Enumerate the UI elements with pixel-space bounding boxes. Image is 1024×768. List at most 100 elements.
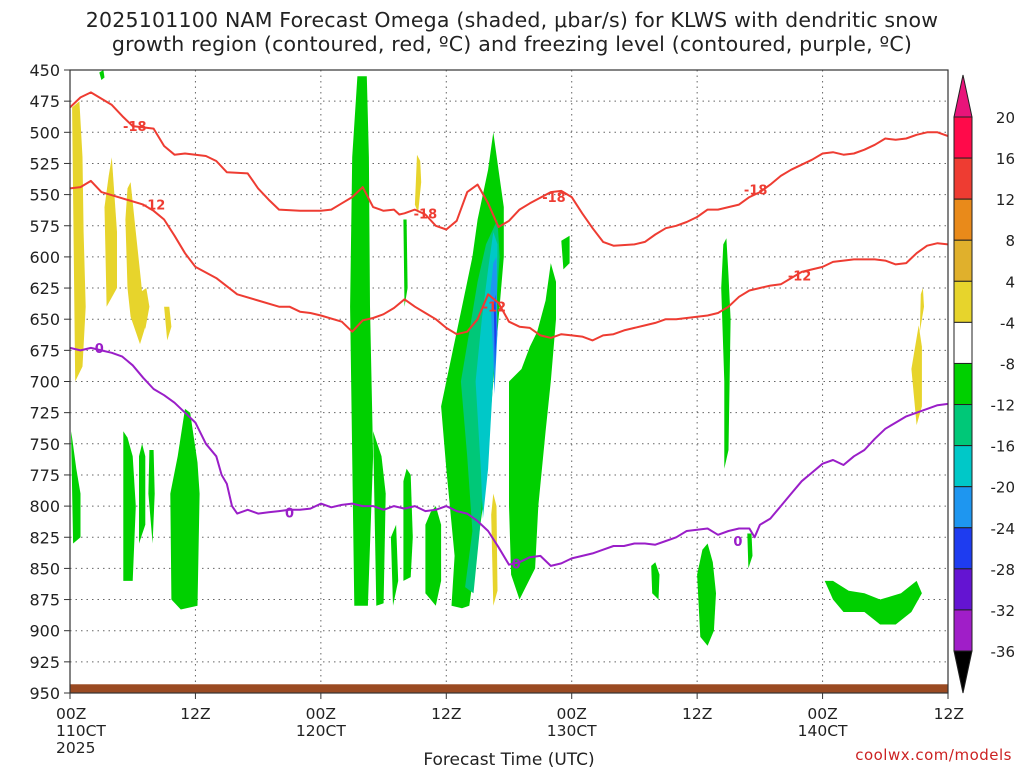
omega-region	[651, 562, 660, 600]
y-tick-label: 825	[29, 528, 60, 547]
colorbar-label: -8	[1000, 355, 1015, 373]
contour-lines: -18 -12 0 -18 -18 -18 -12 -12 0 0 0	[70, 91, 948, 572]
colorbar: 20 16 12 8 4 -4 -8 -12 -16 -20 -24 -28 -32 -36	[953, 74, 1016, 694]
colorbar-band	[953, 486, 973, 529]
omega-region	[148, 450, 155, 544]
omega-region	[72, 101, 86, 382]
x-tick-label: 00Z	[557, 705, 587, 723]
omega-region	[373, 431, 386, 606]
y-tick-label: 600	[29, 248, 60, 267]
colorbar-label: 16	[996, 150, 1015, 168]
y-tick-label: 925	[29, 653, 60, 672]
contour-label: -12	[483, 301, 507, 316]
credit-text: coolwx.com/models	[855, 746, 1012, 764]
omega-region	[824, 580, 922, 625]
omega-region	[911, 325, 922, 426]
colorbar-label: -4	[1000, 314, 1015, 332]
y-tick-label: 700	[29, 373, 60, 392]
omega-region	[170, 408, 200, 610]
colorbar-band	[953, 280, 973, 323]
contour-label: -12	[788, 270, 812, 285]
contour-label: 0	[512, 557, 521, 572]
omega-region	[390, 524, 399, 606]
colorbar-band	[953, 527, 973, 570]
contour-label: -18	[414, 207, 438, 222]
omega-region	[99, 70, 105, 80]
y-tick-label: 800	[29, 497, 60, 516]
colorbar-bottom-arrow	[953, 650, 973, 694]
y-tick-label: 675	[29, 341, 60, 360]
y-tick-label: 750	[29, 435, 60, 454]
omega-region	[414, 154, 422, 214]
colorbar-label: -24	[991, 520, 1016, 538]
chart-title: 2025101100 NAM Forecast Omega (shaded, μ…	[20, 8, 1004, 56]
colorbar-band	[953, 404, 973, 447]
omega-region	[71, 431, 81, 544]
colorbar-label: -36	[991, 643, 1016, 661]
contour-line	[70, 346, 948, 567]
y-tick-label: 875	[29, 591, 60, 610]
title-line-2: growth region (contoured, red, ºC) and f…	[111, 32, 913, 56]
x-tick-label: 110CT	[56, 722, 106, 740]
omega-region	[509, 263, 556, 600]
x-tick-label: 12Z	[180, 705, 210, 723]
contour-label: -18	[744, 184, 768, 199]
y-tick-label: 575	[29, 217, 60, 236]
contour-line	[70, 91, 948, 247]
ground-surface	[70, 684, 948, 693]
y-tick-label: 900	[29, 622, 60, 641]
x-axis-title: Forecast Time (UTC)	[423, 750, 594, 768]
y-tick-label: 950	[29, 684, 60, 703]
colorbar-band	[953, 116, 973, 159]
omega-region	[123, 431, 136, 581]
contour-label: -12	[142, 199, 166, 214]
y-tick-label: 850	[29, 559, 60, 578]
omega-region	[403, 219, 408, 307]
colorbar-label: -12	[991, 397, 1016, 415]
x-tick-label: 00Z	[306, 705, 336, 723]
y-tick-label: 725	[29, 404, 60, 423]
omega-region	[141, 288, 150, 330]
contour-label: -18	[542, 191, 566, 206]
y-tick-label: 475	[29, 92, 60, 111]
plot-gridlines	[70, 70, 948, 693]
colorbar-label: 8	[1005, 232, 1015, 250]
colorbar-band	[953, 445, 973, 488]
colorbar-label: 4	[1005, 273, 1015, 291]
y-tick-label: 525	[29, 154, 60, 173]
colorbar-band	[953, 157, 973, 200]
y-tick-label: 625	[29, 279, 60, 298]
omega-region	[561, 235, 570, 270]
colorbar-band	[953, 609, 973, 652]
colorbar-band	[953, 321, 973, 364]
colorbar-label: -28	[991, 561, 1016, 579]
omega-region	[919, 288, 924, 332]
x-tick-label: 120CT	[296, 722, 346, 740]
omega-region	[425, 506, 442, 606]
contour-line	[70, 179, 948, 342]
omega-region	[490, 256, 498, 394]
omega-region	[125, 182, 146, 345]
colorbar-label: -16	[991, 438, 1016, 456]
colorbar-label: -32	[991, 602, 1016, 620]
contour-label: 0	[285, 506, 294, 521]
colorbar-band	[953, 239, 973, 282]
x-tick-label: 12Z	[682, 705, 712, 723]
title-line-1: 2025101100 NAM Forecast Omega (shaded, μ…	[85, 8, 939, 32]
omega-region	[747, 533, 753, 569]
colorbar-band	[953, 198, 973, 241]
omega-region	[139, 443, 146, 544]
colorbar-band	[953, 568, 973, 611]
omega-region	[403, 468, 413, 581]
colorbar-top-arrow	[953, 74, 973, 118]
y-tick-label: 450	[29, 61, 60, 80]
x-tick-label: 00Z	[56, 705, 86, 723]
omega-region	[491, 493, 498, 606]
omega-region	[350, 76, 374, 606]
omega-region	[164, 306, 172, 341]
y-tick-label: 550	[29, 186, 60, 205]
colorbar-label: -20	[991, 479, 1016, 497]
omega-region	[697, 543, 716, 646]
